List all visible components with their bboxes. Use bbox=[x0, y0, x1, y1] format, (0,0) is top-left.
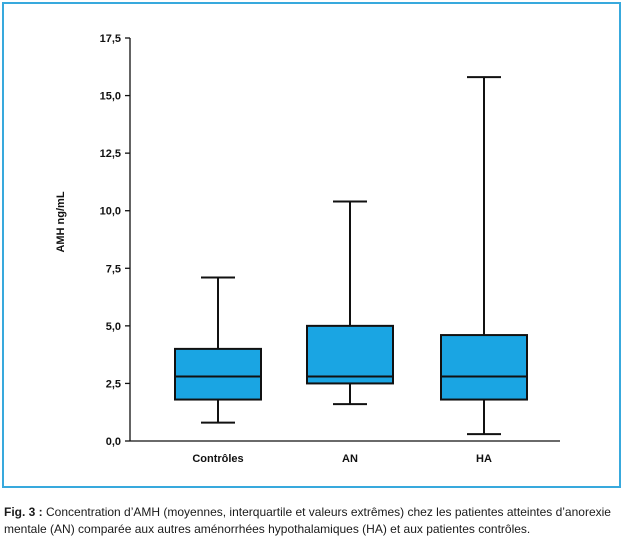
y-tick-label: 0,0 bbox=[106, 436, 121, 448]
caption-text: Concentration d’AMH (moyennes, interquar… bbox=[4, 505, 611, 536]
axes: 0,0 2,5 5,0 7,5 10,0 12,5 15,0 17,5 Contrôles AN H… bbox=[100, 33, 560, 465]
x-category-label: Contrôles bbox=[192, 453, 243, 465]
figure-caption: Fig. 3 : Concentration d’AMH (moyennes, … bbox=[4, 504, 620, 538]
box-2 bbox=[306, 200, 394, 406]
interquartile-box bbox=[306, 324, 394, 385]
interquartile-box bbox=[440, 334, 528, 401]
box-series bbox=[174, 76, 528, 436]
y-tick-label: 15,0 bbox=[100, 91, 121, 103]
y-tick-label: 10,0 bbox=[100, 206, 121, 218]
caption-lead: Fig. 3 : bbox=[4, 505, 43, 519]
x-category-label: HA bbox=[476, 453, 492, 465]
y-tick-label: 7,5 bbox=[106, 263, 121, 275]
y-tick-label: 17,5 bbox=[100, 33, 121, 45]
box-1 bbox=[174, 276, 262, 424]
x-category-label: AN bbox=[342, 453, 358, 465]
y-tick-label: 12,5 bbox=[100, 148, 121, 160]
y-tick-label: 2,5 bbox=[106, 378, 121, 390]
interquartile-box bbox=[174, 347, 262, 401]
box-3 bbox=[440, 76, 528, 436]
box-plot-chart: 0,0 2,5 5,0 7,5 10,0 12,5 15,0 17,5 Contrôles AN H… bbox=[55, 33, 560, 465]
y-tick-label: 5,0 bbox=[106, 321, 121, 333]
figure-frame bbox=[2, 2, 621, 488]
y-axis-label: AMH ng/mL bbox=[55, 191, 67, 252]
